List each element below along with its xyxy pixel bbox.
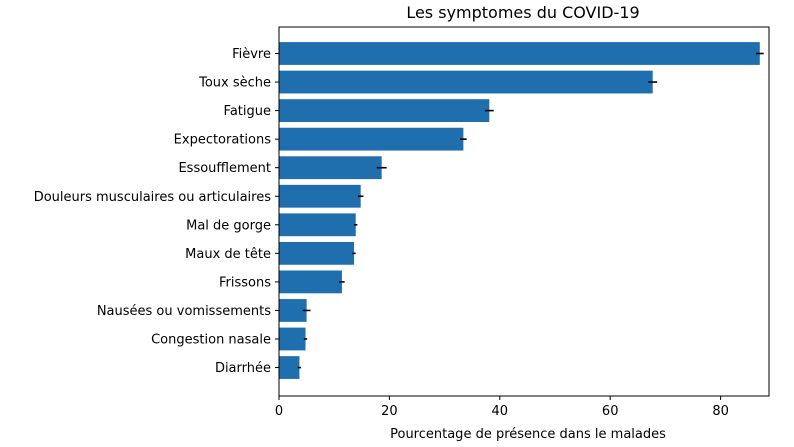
bar [279, 184, 361, 208]
y-tick-label: Expectorations [174, 133, 272, 148]
bar [279, 356, 300, 379]
x-tick-label: 80 [712, 404, 729, 419]
bar [279, 327, 306, 351]
y-tick-label: Nausées ou vomissements [97, 304, 271, 319]
bar [279, 299, 307, 322]
x-tick-label: 0 [275, 404, 283, 419]
error-bars-group [297, 52, 764, 369]
bar [279, 99, 490, 122]
y-tick-label: Fatigue [224, 104, 271, 119]
bar [279, 270, 342, 294]
y-tick-label: Toux sèche [198, 76, 271, 91]
bar [279, 241, 355, 265]
y-tick-label: Essoufflement [178, 161, 271, 176]
bar [279, 70, 653, 94]
bar [279, 42, 760, 65]
x-tick-label: 40 [492, 404, 509, 419]
y-tick-labels: Fièvre Toux sèche Fatigue Expectorations Ess… [34, 47, 279, 376]
y-tick-label: Diarrhée [215, 361, 271, 376]
y-tick-label: Frissons [219, 275, 271, 290]
chart-title: Les symptomes du COVID-19 [406, 3, 639, 22]
x-tick-label: 20 [381, 404, 398, 419]
x-tick-label: 60 [602, 404, 619, 419]
plot-frame [278, 26, 770, 397]
y-tick-label: Fièvre [232, 47, 271, 62]
bar [279, 156, 382, 180]
y-tick-label: Maux de tête [185, 247, 271, 262]
bar [279, 213, 356, 237]
x-ticks: 0 20 40 60 80 [275, 396, 729, 419]
axes-frame [278, 26, 770, 397]
x-axis-label: Pourcentage de présence dans le malades [390, 427, 666, 442]
y-tick-label: Mal de gorge [186, 218, 271, 233]
y-tick-label: Congestion nasale [151, 333, 271, 348]
y-tick-label: Douleurs musculaires ou articulaires [34, 190, 271, 205]
bars-group [279, 42, 760, 379]
bar [279, 127, 464, 151]
